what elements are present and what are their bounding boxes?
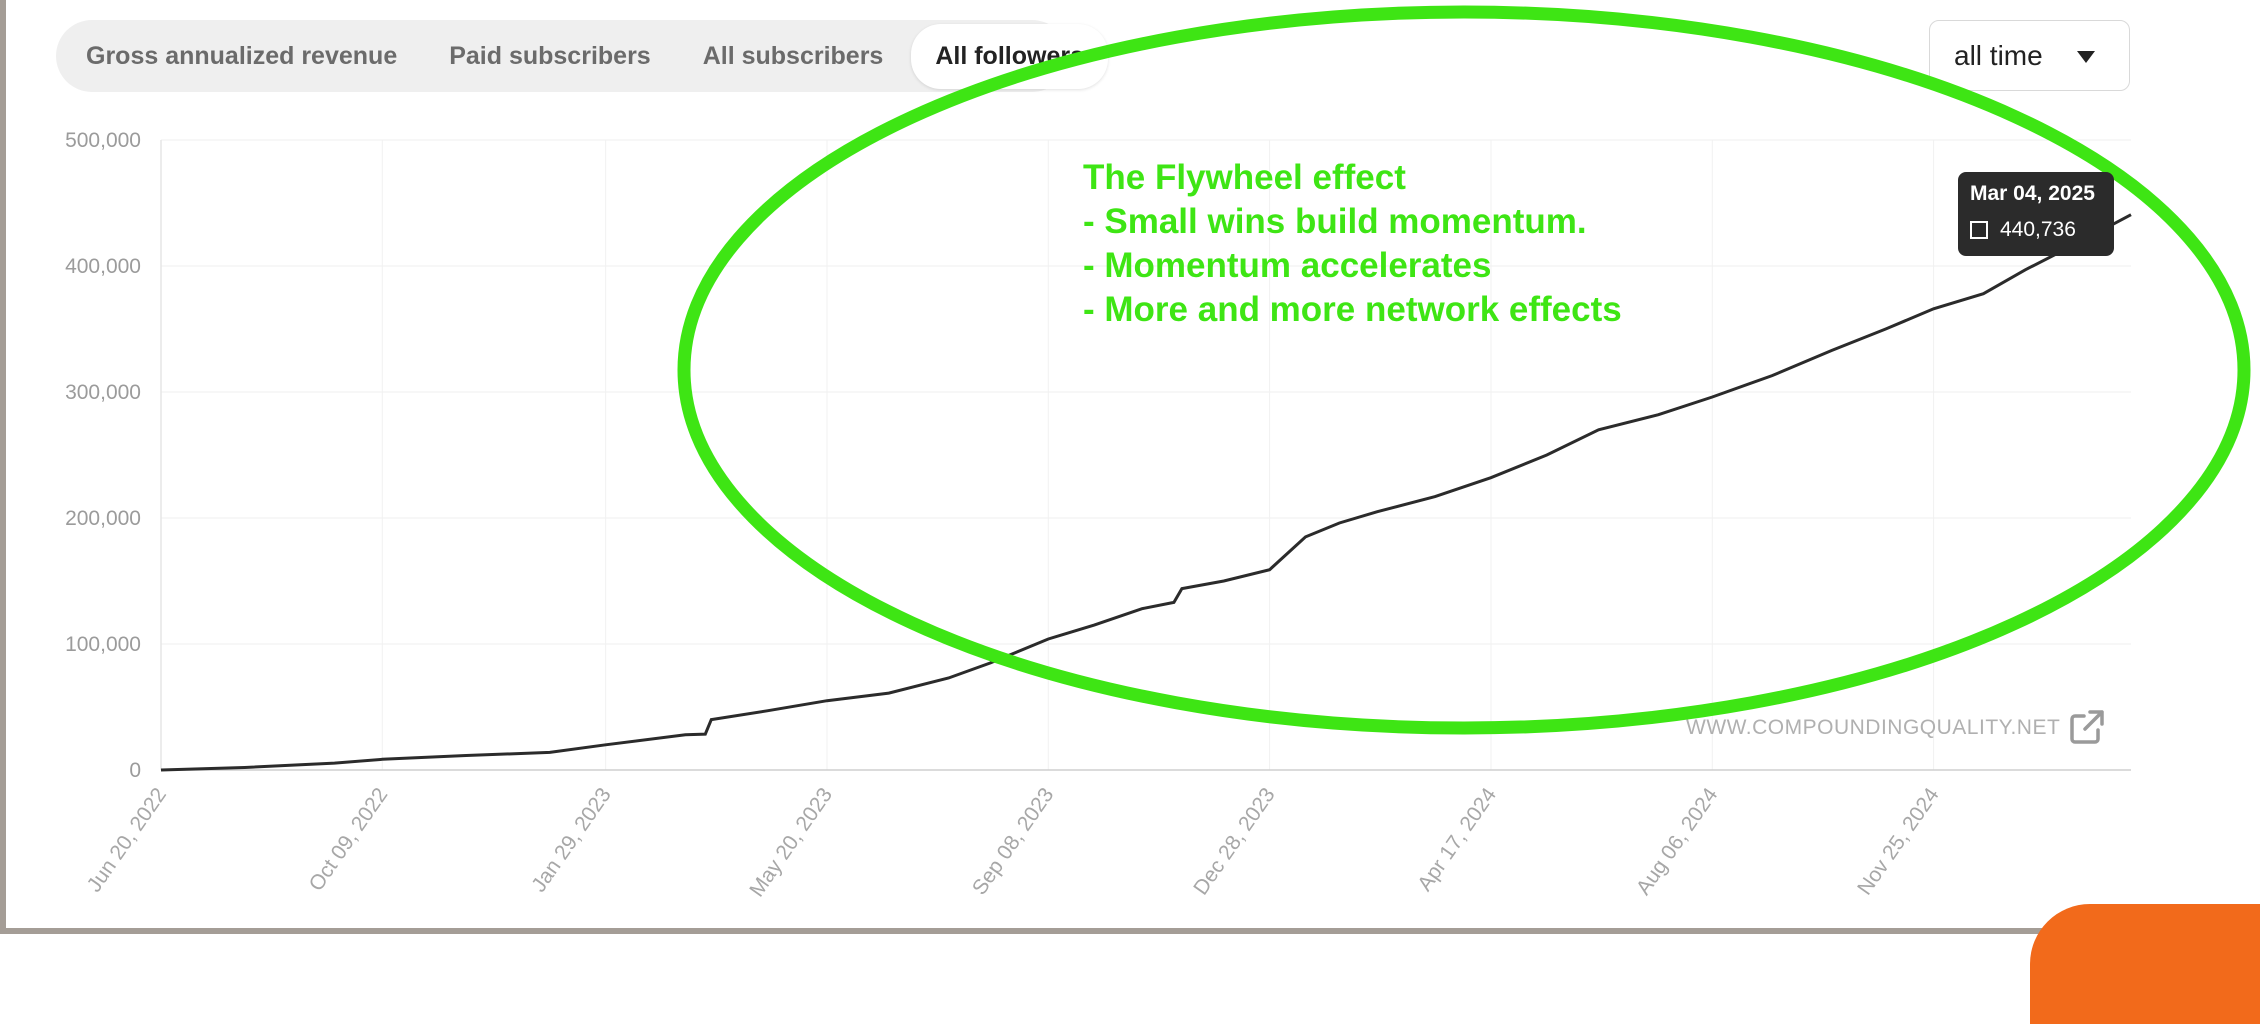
y-tick-label: 200,000 [65,507,141,530]
highlight-ellipse [677,5,2251,735]
annotation-line: - More and more network effects [1083,290,1622,329]
x-tick-label: Sep 08, 2023 [968,784,1059,900]
x-tick-label: May 20, 2023 [745,784,837,901]
series-line-all-followers [160,213,2132,772]
chart-tooltip: Mar 04, 2025 440,736 [1958,172,2114,256]
floating-action-button[interactable] [2030,904,2260,1024]
flywheel-annotation: The Flywheel effect - Small wins build m… [1083,156,1622,332]
tab-all-followers[interactable]: All followers [911,23,1108,89]
tab-paid-subscribers[interactable]: Paid subscribers [449,41,651,70]
y-tick-label: 400,000 [65,255,141,278]
y-tick-label: 300,000 [65,381,141,404]
x-axis-ticks: Jun 20, 2022 Oct 09, 2022 Jan 29, 2023 May … [83,783,1944,901]
annotation-line: - Small wins build momentum. [1083,202,1587,241]
series-swatch-icon [1970,221,1988,239]
followers-line-chart: 0 100,000 200,000 300,000 400,000 500,000 Jun… [65,5,2251,901]
window-frame-bottom [0,928,2260,934]
y-axis-ticks: 0 100,000 200,000 300,000 400,000 500,000 [65,129,141,782]
chart-grid [160,139,2131,770]
x-tick-label: Nov 25, 2024 [1853,783,1944,899]
window-frame-left [0,0,6,934]
x-tick-label: Jun 20, 2022 [83,784,171,897]
external-link-icon[interactable] [2068,708,2106,746]
watermark-text: WWW.COMPOUNDINGQUALITY.NET [1686,716,2061,739]
tab-all-subscribers[interactable]: All subscribers [702,41,884,70]
y-tick-label: 500,000 [65,129,141,152]
x-tick-label: Dec 28, 2023 [1189,784,1280,900]
y-tick-label: 100,000 [65,633,141,656]
tab-gross-annualized-revenue[interactable]: Gross annualized revenue [86,41,398,70]
x-tick-label: Oct 09, 2022 [305,784,393,896]
tooltip-date: Mar 04, 2025 [1970,182,2095,205]
x-tick-label: Aug 06, 2024 [1632,783,1723,899]
annotation-line: The Flywheel effect [1083,158,1406,197]
x-tick-label: Jan 29, 2023 [527,784,615,897]
y-tick-label: 0 [129,759,141,782]
metric-tab-bar: Gross annualized revenue Paid subscriber… [56,20,1108,92]
tooltip-value: 440,736 [2000,218,2076,241]
x-tick-label: Apr 17, 2024 [1413,783,1501,895]
time-range-value: all time [1954,39,2043,71]
time-range-select[interactable]: all time [1929,20,2130,91]
caret-down-icon [2077,51,2095,63]
chart-axes [160,140,2131,771]
annotation-line: - Momentum accelerates [1083,246,1492,285]
